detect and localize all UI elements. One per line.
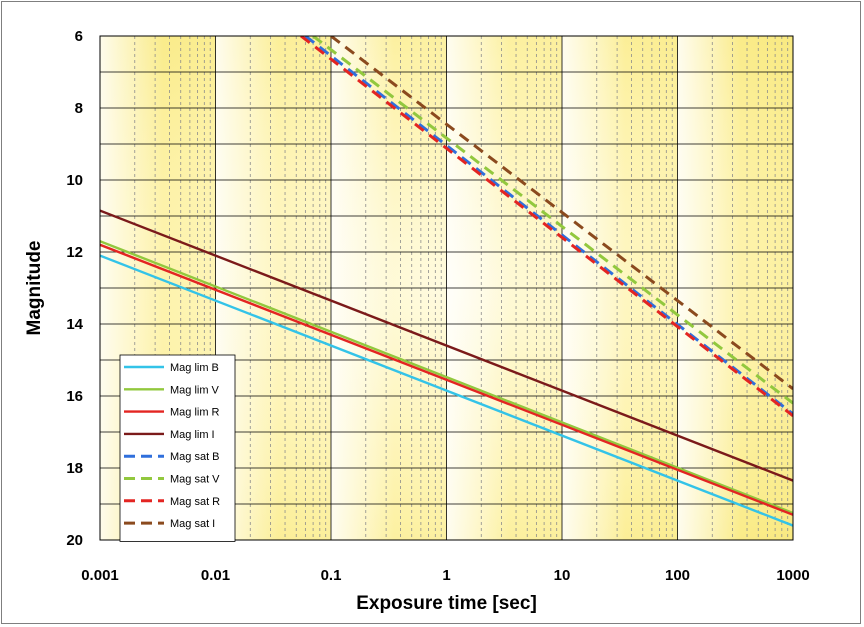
series-line-mag-lim-r xyxy=(100,243,793,516)
series-line-mag-sat-v xyxy=(312,36,793,405)
y-axis-title: Magnitude xyxy=(24,241,45,336)
x-axis-title: Exposure time [sec] xyxy=(356,593,537,614)
y-tick-label: 6 xyxy=(75,28,83,45)
x-tick-label: 10 xyxy=(554,567,571,584)
plot-border xyxy=(99,35,794,541)
x-tick-label: 100 xyxy=(665,567,690,584)
legend-label: Mag lim B xyxy=(170,362,219,374)
y-tick-labels: 6 8 10 12 14 16 18 20 xyxy=(66,28,83,549)
x-tick-label: 1 xyxy=(442,567,450,584)
series-layer xyxy=(100,36,793,527)
y-tick-label: 14 xyxy=(66,316,83,333)
y-tick-label: 10 xyxy=(66,172,83,189)
y-tick-label: 12 xyxy=(66,244,83,261)
y-tick-label: 16 xyxy=(66,388,83,405)
legend: Mag lim B Mag lim V Mag lim R Mag lim I Mag … xyxy=(119,354,236,542)
y-tick-label: 20 xyxy=(66,532,83,549)
legend-label: Mag lim V xyxy=(170,384,220,396)
x-tick-label: 1000 xyxy=(776,567,809,584)
x-tick-label: 0.1 xyxy=(321,567,342,584)
legend-label: Mag sat V xyxy=(170,474,220,486)
x-tick-labels: 0.001 0.01 0.1 1 10 100 1000 xyxy=(81,567,809,584)
legend-label: Mag sat R xyxy=(170,496,220,508)
legend-label: Mag sat I xyxy=(170,518,215,530)
series-line-mag-sat-b xyxy=(304,36,793,416)
x-tick-label: 0.001 xyxy=(81,567,119,584)
series-line-mag-lim-b xyxy=(100,254,793,527)
series-line-mag-lim-v xyxy=(100,240,793,515)
y-tick-label: 8 xyxy=(75,100,83,117)
legend-box xyxy=(119,354,236,542)
legend-label: Mag sat B xyxy=(170,451,220,463)
series-line-mag-sat-r xyxy=(300,36,793,417)
y-tick-label: 18 xyxy=(66,460,83,477)
legend-label: Mag lim I xyxy=(170,429,215,441)
series-group xyxy=(100,36,793,527)
legend-label: Mag lim R xyxy=(170,407,220,419)
series-line-mag-sat-i xyxy=(330,36,793,390)
series-line-mag-lim-i xyxy=(100,209,793,482)
x-tick-label: 0.01 xyxy=(201,567,230,584)
